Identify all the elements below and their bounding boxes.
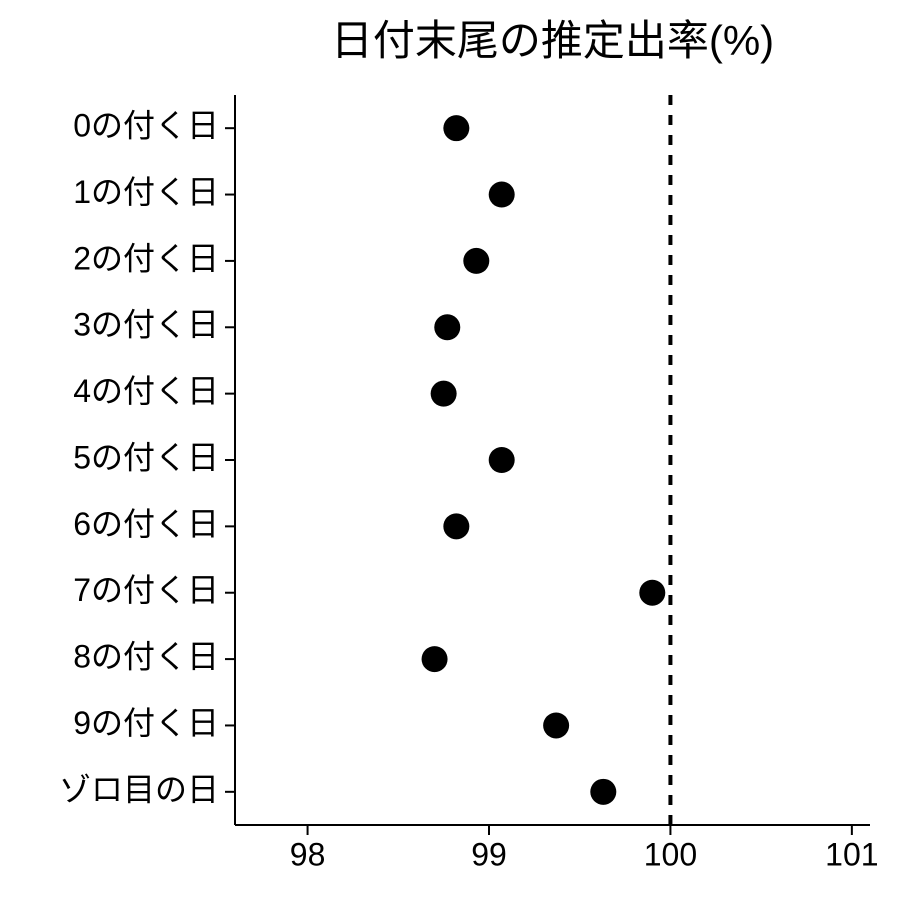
y-tick-label: 5の付く日 <box>73 439 219 475</box>
y-tick-label: 2の付く日 <box>73 240 219 276</box>
data-point <box>422 646 448 672</box>
data-point <box>489 447 515 473</box>
data-point <box>639 580 665 606</box>
data-point <box>431 381 457 407</box>
y-tick-label: 0の付く日 <box>73 108 219 144</box>
data-point <box>463 248 489 274</box>
x-tick-label: 99 <box>471 836 507 872</box>
y-tick-label: 1の付く日 <box>73 174 219 210</box>
y-tick-label: ゾロ目の日 <box>59 771 219 807</box>
y-tick-label: 9の付く日 <box>73 705 219 741</box>
data-point <box>489 182 515 208</box>
data-point <box>434 314 460 340</box>
x-tick-label: 100 <box>644 836 697 872</box>
x-tick-label: 101 <box>825 836 878 872</box>
chart-title: 日付末尾の推定出率(%) <box>331 17 774 64</box>
y-tick-label: 7の付く日 <box>73 572 219 608</box>
y-tick-label: 6の付く日 <box>73 506 219 542</box>
y-tick-label: 4の付く日 <box>73 373 219 409</box>
x-tick-label: 98 <box>290 836 326 872</box>
data-point <box>443 513 469 539</box>
y-tick-label: 3の付く日 <box>73 307 219 343</box>
data-point <box>443 115 469 141</box>
chart-container: 日付末尾の推定出率(%) 0の付く日 1の付く日 2の付く日 3の付く日 4の付く日 5の付… <box>0 0 900 900</box>
data-point <box>543 712 569 738</box>
y-tick-label: 8の付く日 <box>73 639 219 675</box>
data-point <box>590 779 616 805</box>
dot-chart: 日付末尾の推定出率(%) 0の付く日 1の付く日 2の付く日 3の付く日 4の付く日 5の付… <box>0 0 900 900</box>
